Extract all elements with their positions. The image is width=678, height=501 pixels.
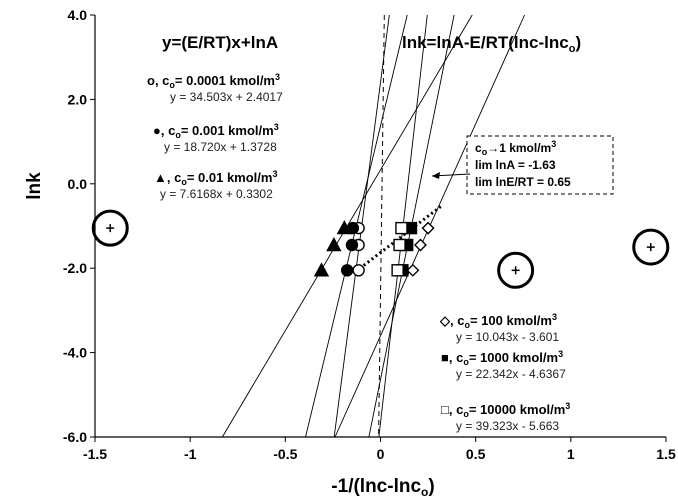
data-point: [345, 238, 359, 252]
y-axis-label: lnk: [24, 172, 45, 200]
data-point: [395, 221, 408, 235]
legend-entry-label: ●, co= 0.001 kmol/m3: [153, 122, 279, 140]
legend-entry-label: o, co= 0.0001 kmol/m3: [147, 72, 280, 90]
header-left: y=(E/RT)x+lnA: [162, 33, 278, 52]
x-tick-label: 0: [377, 446, 385, 462]
data-point: [340, 264, 354, 277]
x-tick-label: -0.5: [273, 446, 297, 462]
data-point: [313, 262, 330, 277]
x-tick-label: 0.5: [466, 446, 486, 462]
y-tick-label: -6.0: [63, 429, 87, 445]
data-point: [391, 264, 404, 277]
annotation-line1: co→1 kmol/m3: [475, 139, 556, 157]
data-point: [352, 264, 365, 277]
x-tick-label: 1: [567, 446, 575, 462]
annotation-box: co→1 kmol/m3 lim lnA = -1.63 lim lnE/RT …: [431, 135, 614, 195]
annotation-line3: lim lnE/RT = 0.65: [475, 175, 571, 189]
legend-entry-equation: y = 39.323x - 5.663: [456, 419, 559, 433]
legend-entry-equation: y = 34.503x + 2.4017: [170, 90, 283, 104]
y-tick-label: -4.0: [63, 345, 87, 361]
legend: o, co= 0.0001 kmol/m3y = 34.503x + 2.401…: [147, 72, 570, 433]
legend-entry-label: □, co= 10000 kmol/m3: [441, 401, 570, 419]
legend-entry-equation: y = 10.043x - 3.601: [456, 330, 559, 344]
y-tick-label: 4.0: [68, 7, 88, 23]
circled-point-ring: [632, 228, 670, 266]
data-point: [336, 220, 353, 235]
data-point: [406, 263, 420, 277]
x-axis-ticks: -1.5 -1 -0.5 0 0.5 1 1.5: [83, 437, 676, 462]
circled-points: [91, 209, 670, 289]
y-axis-ticks: 4.0 2.0 0.0 -2.0 -4.0 -6.0: [63, 7, 95, 445]
annotation-arrowhead: [432, 172, 440, 179]
data-point: [421, 221, 435, 235]
data-point: [393, 238, 406, 252]
circled-point-ring: [497, 251, 535, 289]
y-tick-label: 0.0: [68, 176, 88, 192]
circled-point-ring: [91, 209, 129, 247]
legend-entry-label: ▲, co= 0.01 kmol/m3: [154, 169, 277, 187]
data-point: [413, 238, 427, 252]
data-point: [326, 237, 342, 252]
dashed-vertical-line: [378, 14, 385, 438]
header-right: lnk=lnA-E/RT(lnc-lnco): [402, 33, 581, 55]
data-points: [313, 220, 435, 277]
x-tick-label: -1.5: [83, 446, 107, 462]
legend-entry-equation: y = 18.720x + 1.3728: [164, 140, 277, 154]
legend-entry-label: ◇, co= 100 kmol/m3: [439, 312, 557, 330]
y-tick-label: 2.0: [68, 91, 88, 107]
x-tick-label: -1: [184, 446, 197, 462]
annotation-line2: lim lnA = -1.63: [475, 158, 556, 172]
legend-entry-label: ■, co= 1000 kmol/m3: [441, 349, 563, 367]
y-tick-label: -2.0: [63, 260, 87, 276]
x-axis-label: -1/(lnc-lnco): [331, 476, 434, 499]
legend-entry-equation: y = 7.6168x + 0.3302: [160, 187, 273, 201]
legend-entry-equation: y = 22.342x - 4.6367: [456, 367, 566, 381]
x-tick-label: 1.5: [656, 446, 676, 462]
